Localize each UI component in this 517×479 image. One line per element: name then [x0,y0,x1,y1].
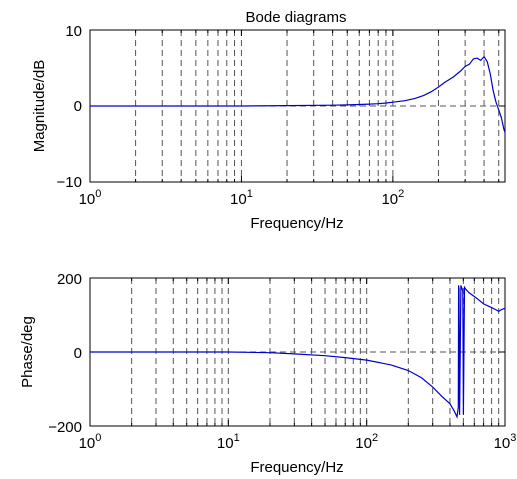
phase-chart: 200 0 −200 100 101 102 103 Frequency/Hz Pha… [19,271,516,476]
xtick-label: 103 [494,432,517,452]
magnitude-ytick-label: −10 [57,174,82,191]
phase-xtick-labels: 100 101 102 103 [79,432,517,452]
phase-ytick-label: 0 [74,345,82,362]
xtick-label: 100 [79,188,102,208]
phase-ticks [89,277,505,427]
chart-title: Bode diagrams [246,9,347,26]
phase-ylabel: Phase/deg [19,316,36,388]
phase-ytick-label: −200 [48,419,82,436]
magnitude-xtick-labels: 100 101 102 [79,188,405,208]
magnitude-ticks [89,29,505,183]
magnitude-chart: Bode diagrams 10 0 −10 100 101 102 Frequen… [31,9,506,232]
magnitude-series-line [90,55,506,133]
magnitude-xlabel: Frequency/Hz [250,215,343,232]
magnitude-ylabel: Magnitude/dB [31,60,48,153]
xtick-label: 102 [381,188,404,208]
xtick-label: 100 [79,432,102,452]
magnitude-ytick-label: 0 [74,98,82,115]
phase-series-line [90,285,506,419]
xtick-label: 102 [355,432,378,452]
phase-xlabel: Frequency/Hz [250,459,343,476]
phase-ytick-label: 200 [57,271,82,288]
xtick-label: 101 [217,432,240,452]
xtick-label: 101 [230,188,253,208]
magnitude-ytick-label: 10 [65,23,82,40]
